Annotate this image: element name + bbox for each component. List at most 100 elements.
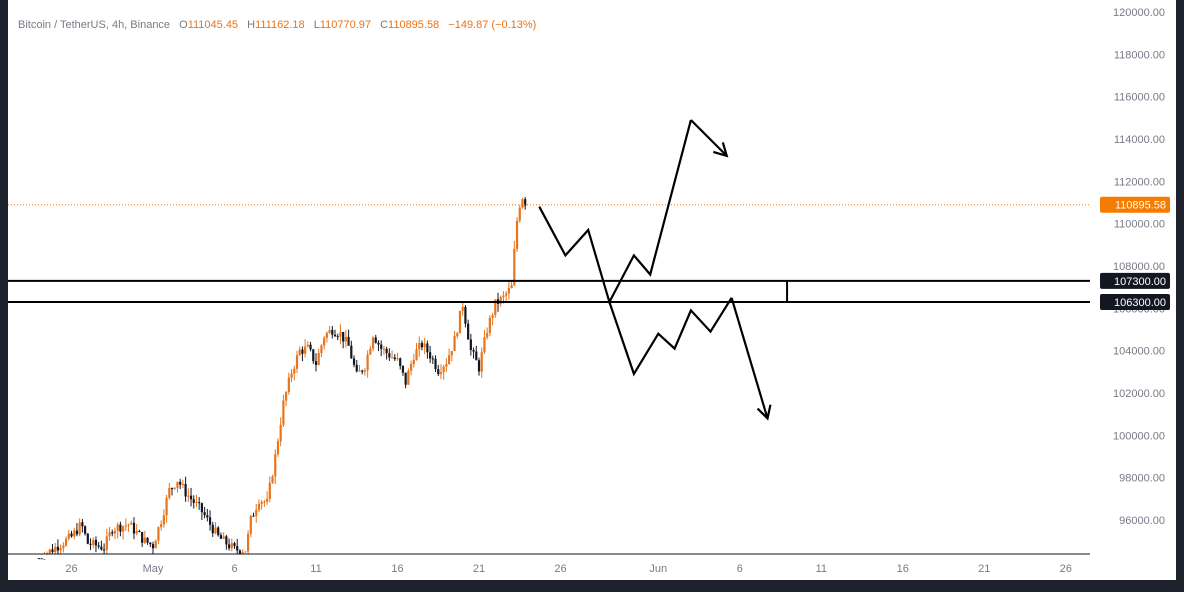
candle-body xyxy=(347,336,350,346)
candle-body xyxy=(135,531,138,534)
candle-body xyxy=(342,331,345,342)
time-tick-label: 11 xyxy=(816,563,827,575)
time-tick-label: Jun xyxy=(649,563,667,575)
candle-body xyxy=(458,310,462,334)
candle-body xyxy=(366,354,369,371)
candle-body xyxy=(241,552,244,554)
candle-body xyxy=(290,373,293,378)
candle-body xyxy=(92,539,95,545)
candle-body xyxy=(64,538,68,546)
candle-body xyxy=(132,522,136,534)
candle-body xyxy=(173,487,176,489)
bearish-scenario-path xyxy=(608,297,733,377)
candle-body xyxy=(266,498,269,502)
candle-body xyxy=(236,546,239,551)
level-tag-1-label: 106300.00 xyxy=(1114,297,1166,309)
candle-body xyxy=(176,481,179,488)
close-key: C xyxy=(380,19,388,31)
price-tick-label: 100000.00 xyxy=(1113,430,1165,442)
drawings-group xyxy=(8,119,1090,421)
candle-body xyxy=(480,352,483,372)
candle-body xyxy=(431,358,434,360)
candle-body xyxy=(70,533,73,537)
candle-body xyxy=(48,549,51,554)
candle-body xyxy=(268,482,271,499)
candle-body xyxy=(358,370,361,372)
candle-body xyxy=(385,348,388,354)
candle-body xyxy=(130,522,133,525)
candle-body xyxy=(287,377,290,393)
candle-body xyxy=(464,306,467,324)
candle-body xyxy=(472,349,475,352)
candle-body xyxy=(122,526,125,532)
candle-body xyxy=(54,546,57,553)
candle-body xyxy=(263,501,266,503)
candle-body xyxy=(355,364,358,372)
candle-body xyxy=(75,530,79,535)
candle-body xyxy=(89,543,92,545)
price-tick-label: 108000.00 xyxy=(1113,261,1165,273)
candle-body xyxy=(146,537,149,543)
candle-body xyxy=(314,361,318,365)
candle-body xyxy=(445,364,448,367)
candle-body xyxy=(363,370,366,372)
candle-body xyxy=(189,495,193,500)
time-axis[interactable]: 26 May 6 11 16 21 26 Jun 6 11 16 21 26 xyxy=(65,563,1072,575)
candle-body xyxy=(442,366,445,373)
candle-body xyxy=(513,248,516,286)
time-tick-label: 6 xyxy=(737,563,743,575)
price-axis[interactable]: 120000.00 118000.00 116000.00 114000.00 1120… xyxy=(1113,7,1165,527)
candle-body xyxy=(434,358,437,370)
candle-body xyxy=(461,306,464,311)
price-tick-label: 110000.00 xyxy=(1114,219,1165,231)
candle-body xyxy=(195,502,198,504)
candle-body xyxy=(467,323,470,340)
candle-body xyxy=(214,527,217,534)
price-tick-label: 104000.00 xyxy=(1113,346,1165,358)
candle-body xyxy=(518,207,521,221)
low-value: 110770.97 xyxy=(320,19,371,31)
price-tick-label: 102000.00 xyxy=(1113,388,1165,400)
candle-body xyxy=(94,539,98,546)
open-value: 111045.45 xyxy=(188,19,238,31)
time-tick-label: 26 xyxy=(1060,563,1072,575)
symbol-label: Bitcoin / TetherUS, 4h, Binance xyxy=(18,19,170,31)
high-value: 111162.18 xyxy=(255,19,305,31)
candle-body xyxy=(377,342,380,345)
price-tick-label: 118000.00 xyxy=(1114,49,1165,61)
candle-body xyxy=(339,331,342,337)
level-tag-1-bg xyxy=(1100,293,1170,310)
candle-body xyxy=(369,348,372,355)
candle-body xyxy=(524,199,527,206)
candle-body xyxy=(486,332,489,338)
candle-body xyxy=(78,522,81,535)
candle-body xyxy=(415,349,418,361)
candle-body xyxy=(230,543,233,549)
candle-body xyxy=(396,358,399,360)
change-value: −149.87 (−0.13%) xyxy=(448,19,536,31)
price-tick-label: 98000.00 xyxy=(1119,473,1165,485)
header-legend: Bitcoin / TetherUS, 4h, Binance O111045.… xyxy=(18,19,536,31)
candle-body xyxy=(456,333,459,337)
candle-body xyxy=(477,360,481,372)
candle-body xyxy=(179,481,182,485)
candle-body xyxy=(100,546,103,550)
candle-body xyxy=(105,536,108,550)
level-tag-0-label: 107300.00 xyxy=(1114,276,1166,288)
bearish-scenario-arrow xyxy=(730,297,769,419)
candle-body xyxy=(285,392,288,401)
candle-body xyxy=(429,352,432,359)
candle-body xyxy=(390,357,394,359)
candle-body xyxy=(331,329,334,335)
candle-body xyxy=(116,524,119,531)
candle-body xyxy=(67,533,70,539)
last-price-tag-bg xyxy=(1100,196,1170,213)
candle-body xyxy=(439,372,443,375)
candle-body xyxy=(344,336,347,342)
time-tick-label: 26 xyxy=(554,563,566,575)
price-tick-label: 114000.00 xyxy=(1114,134,1165,146)
candle-body xyxy=(255,509,258,516)
candle-body xyxy=(323,337,326,346)
